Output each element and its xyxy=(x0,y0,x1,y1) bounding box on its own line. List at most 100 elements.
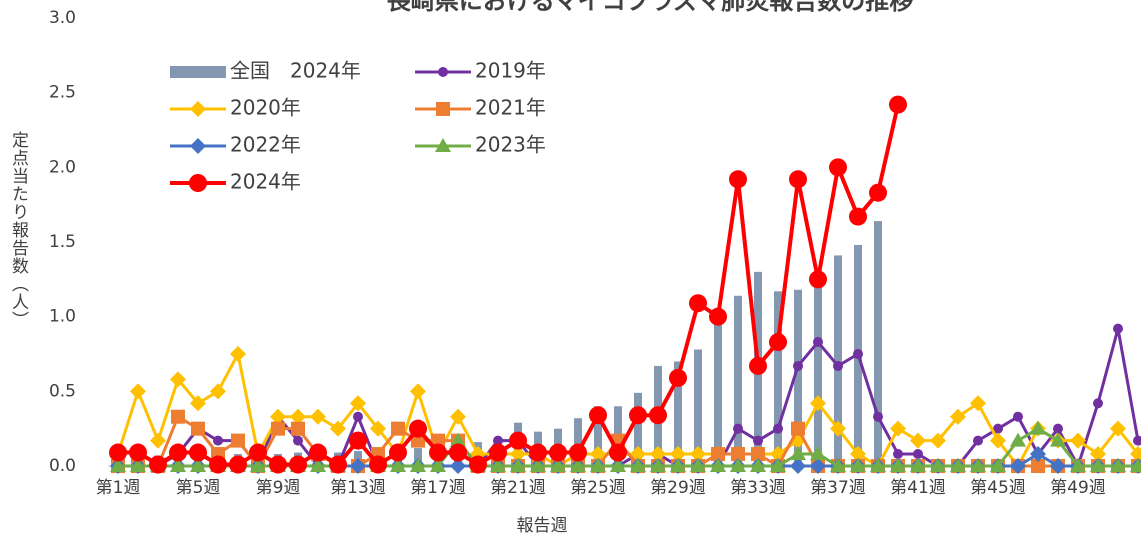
marker xyxy=(350,458,366,474)
x-tick-label: 第29週 xyxy=(650,478,706,498)
marker xyxy=(289,455,307,474)
marker xyxy=(853,349,863,359)
marker xyxy=(1050,458,1066,474)
marker xyxy=(271,421,285,436)
marker xyxy=(910,432,926,449)
marker xyxy=(469,455,487,474)
marker xyxy=(249,443,267,462)
marker xyxy=(1013,411,1023,422)
marker xyxy=(1093,398,1103,409)
marker xyxy=(773,423,783,434)
marker xyxy=(930,458,946,472)
marker xyxy=(790,458,806,474)
marker xyxy=(1030,446,1046,463)
marker xyxy=(751,447,765,462)
marker xyxy=(529,443,547,462)
marker xyxy=(353,411,363,422)
marker xyxy=(130,383,146,400)
legend-marker xyxy=(435,138,451,152)
marker xyxy=(390,458,406,472)
marker xyxy=(873,411,883,422)
marker xyxy=(190,458,206,472)
marker xyxy=(309,443,327,462)
y-axis-label: 定点当たり報告数（人） xyxy=(8,131,29,329)
marker xyxy=(330,420,346,437)
marker xyxy=(130,458,146,472)
bar xyxy=(594,406,602,466)
marker xyxy=(310,408,326,425)
marker xyxy=(493,435,503,446)
marker xyxy=(950,458,966,472)
marker xyxy=(910,458,926,472)
legend-marker xyxy=(190,101,206,117)
marker xyxy=(689,294,707,313)
marker xyxy=(849,207,867,226)
bar xyxy=(674,361,682,466)
marker xyxy=(429,443,447,462)
line xyxy=(116,352,1140,468)
marker xyxy=(890,420,906,437)
marker xyxy=(310,458,326,472)
marker xyxy=(930,432,946,449)
marker xyxy=(450,432,466,447)
marker xyxy=(190,395,206,412)
marker xyxy=(590,446,606,463)
marker xyxy=(749,356,767,375)
y-tick-label: 1.0 xyxy=(49,307,76,327)
marker xyxy=(510,446,526,463)
marker xyxy=(789,170,807,189)
y-tick-label: 0.0 xyxy=(49,456,76,476)
marker xyxy=(731,447,745,462)
x-axis-label: 報告週 xyxy=(517,516,568,536)
marker xyxy=(1090,458,1106,472)
marker xyxy=(893,449,903,460)
marker xyxy=(950,408,966,425)
marker xyxy=(510,458,526,472)
legend-label: 全国 2024年 xyxy=(230,59,361,83)
marker xyxy=(391,421,405,436)
marker xyxy=(191,421,205,436)
marker xyxy=(549,443,567,462)
marker xyxy=(750,458,766,472)
marker xyxy=(290,408,306,425)
y-tick-label: 1.5 xyxy=(49,232,76,252)
marker xyxy=(769,333,787,352)
legend-marker xyxy=(438,67,448,77)
marker xyxy=(830,458,846,472)
marker xyxy=(730,458,746,472)
marker xyxy=(570,458,586,472)
x-tick-label: 第33週 xyxy=(730,478,786,498)
x-tick-label: 第49週 xyxy=(1050,478,1106,498)
legend-marker xyxy=(190,138,206,154)
marker xyxy=(649,406,667,425)
marker xyxy=(850,458,866,472)
marker xyxy=(610,458,626,472)
marker xyxy=(490,458,506,472)
x-tick-label: 第17週 xyxy=(410,478,466,498)
marker xyxy=(410,383,426,400)
marker xyxy=(110,458,126,472)
marker xyxy=(213,435,223,446)
marker xyxy=(810,458,826,474)
bar xyxy=(714,321,722,466)
legend-marker xyxy=(189,174,207,192)
marker xyxy=(790,446,806,461)
marker xyxy=(850,446,866,463)
marker xyxy=(711,447,725,462)
bar xyxy=(794,289,802,466)
marker xyxy=(411,433,425,448)
legend-marker xyxy=(436,102,450,116)
marker xyxy=(149,455,167,474)
marker xyxy=(990,458,1006,472)
marker xyxy=(629,406,647,425)
marker xyxy=(209,455,227,474)
bar xyxy=(634,392,642,466)
legend-label: 2022年 xyxy=(230,133,301,157)
marker xyxy=(1050,432,1066,447)
marker xyxy=(690,446,706,463)
marker xyxy=(709,307,727,326)
marker xyxy=(550,458,566,472)
marker xyxy=(329,455,347,474)
marker xyxy=(973,435,983,446)
legend-label: 2024年 xyxy=(230,170,301,194)
